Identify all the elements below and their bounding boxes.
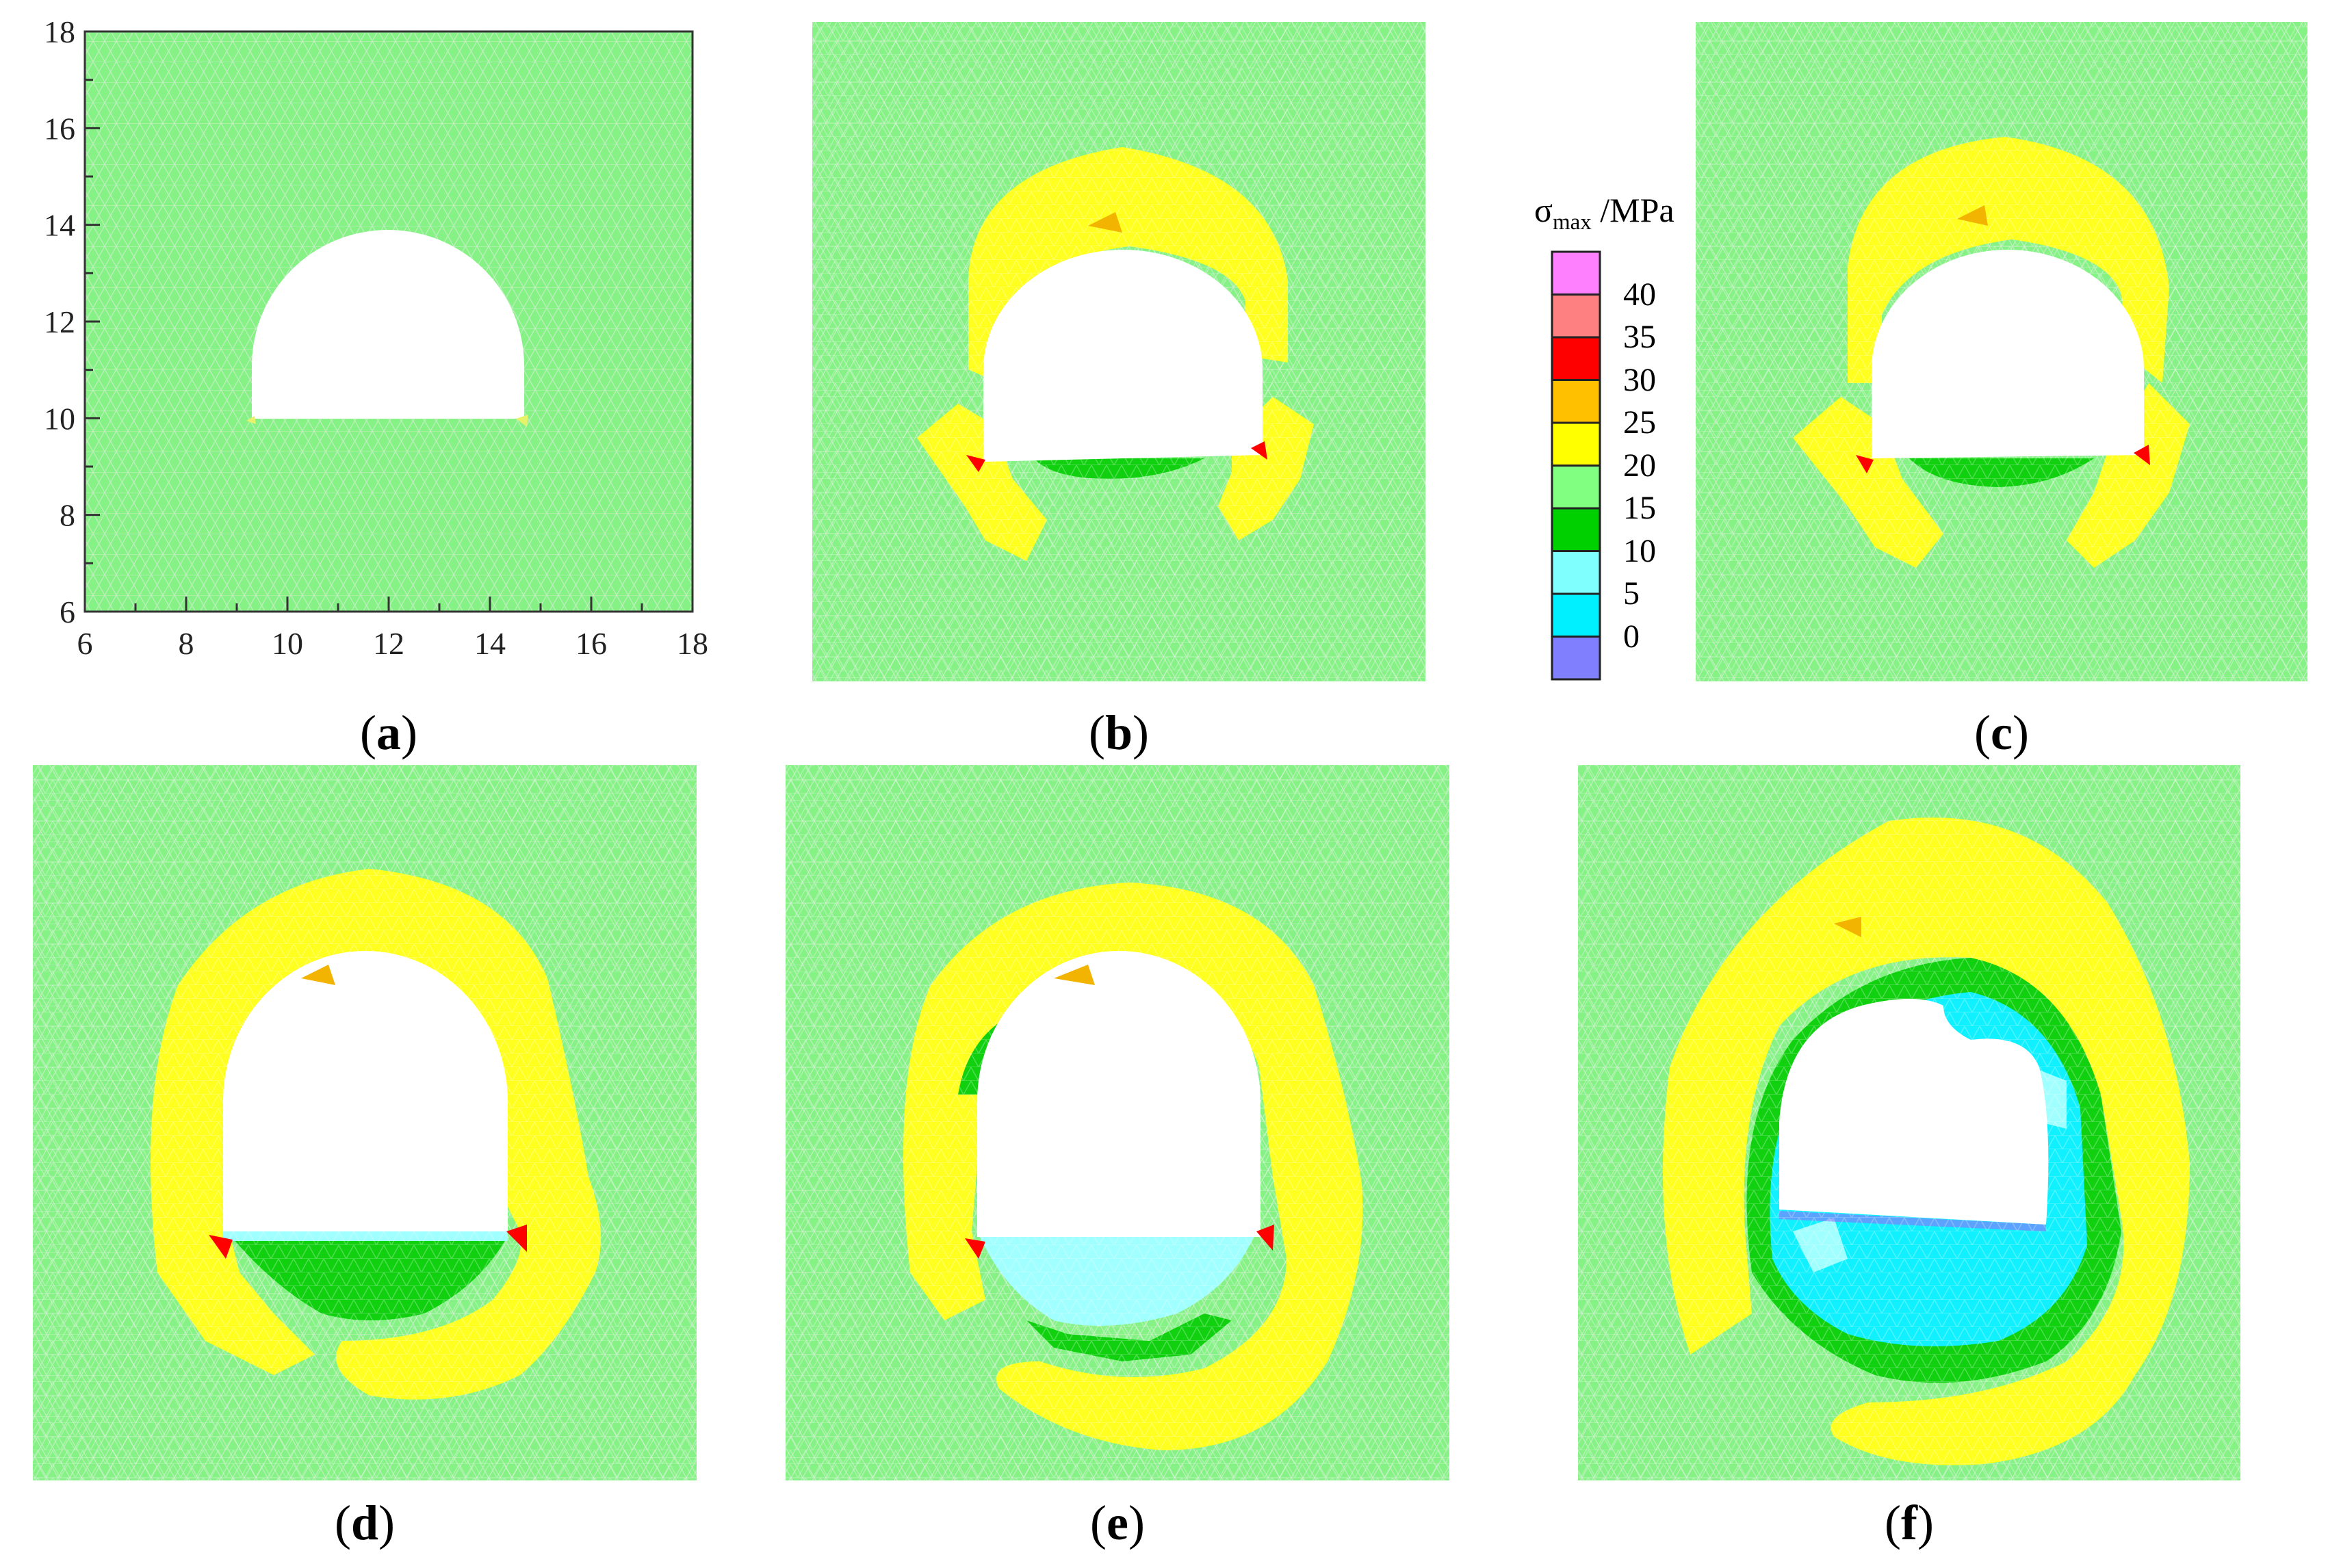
y-tick-label: 18 [44,14,75,49]
panel-c [1696,22,2307,681]
legend-swatch [1551,421,1601,467]
caption-f: (f) [1885,1495,1934,1550]
panel-a: 6 8 10 12 14 16 18 18 16 14 12 10 8 6 [44,14,708,661]
legend-label: 20 [1623,447,1656,484]
legend-label: 35 [1623,319,1656,355]
panel-d [33,765,697,1480]
x-tick-label: 16 [575,626,607,661]
legend-label: 10 [1623,532,1656,569]
x-tick-label: 18 [677,626,708,661]
legend-swatch [1551,465,1601,510]
legend [1551,250,1601,681]
x-tick-label: 6 [77,626,93,661]
legend-label: 30 [1623,361,1656,398]
legend-label: 25 [1623,404,1656,441]
panel-a-tunnel [252,230,524,419]
legend-swatch [1551,592,1601,638]
y-tick-label: 12 [44,304,75,339]
caption-d: (d) [334,1495,395,1550]
y-tick-label: 16 [44,111,75,146]
y-tick-label: 10 [44,401,75,436]
x-tick-label: 12 [373,626,404,661]
y-tick-label: 8 [60,498,75,533]
legend-label: 40 [1623,276,1656,313]
panel-b [812,22,1425,681]
legend-title: σmax /MPa [1534,191,1674,235]
legend-swatch [1551,250,1601,296]
y-tick-label: 14 [44,208,75,243]
legend-swatch [1551,336,1601,381]
panel-e [786,765,1449,1480]
caption-b: (b) [1088,705,1149,760]
x-tick-label: 8 [179,626,194,661]
panel-f [1578,765,2240,1480]
caption-e: (e) [1090,1495,1145,1550]
y-tick-label: 6 [60,594,75,629]
legend-swatch [1551,293,1601,339]
caption-a: (a) [360,705,417,760]
panel-a-axes: 6 8 10 12 14 16 18 18 16 14 12 10 8 6 [44,14,708,661]
legend-swatch [1551,636,1601,681]
legend-swatch [1551,507,1601,552]
legend-swatch [1551,379,1601,424]
caption-c: (c) [1974,705,2029,760]
legend-label: 5 [1623,575,1640,612]
legend-swatch [1551,550,1601,595]
x-tick-label: 14 [474,626,506,661]
legend-label: 15 [1623,490,1656,526]
x-tick-label: 10 [272,626,303,661]
legend-label: 0 [1623,618,1640,655]
